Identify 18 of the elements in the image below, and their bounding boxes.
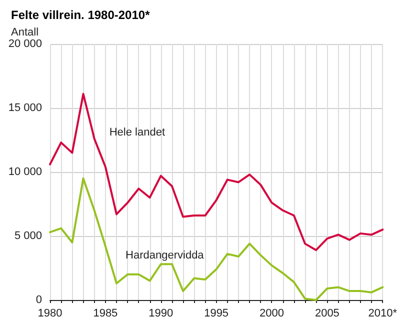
y-tick-label: 10 000: [8, 166, 42, 178]
chart-title: Felte villrein. 1980-2010*: [11, 8, 150, 22]
line-series: [49, 177, 384, 301]
y-tick-label: 20 000: [8, 38, 42, 50]
y-tick-label: 15 000: [8, 102, 42, 114]
y-tick-label: 5 000: [14, 230, 42, 242]
y-tick-label: 0: [36, 294, 42, 306]
series-label: Hele landet: [109, 126, 166, 139]
line-series: [49, 92, 384, 252]
y-axis-title: Antall: [11, 26, 39, 38]
series-label: Hardangervidda: [126, 249, 205, 262]
x-tick-label: 1995: [204, 308, 229, 320]
x-tick-label: 1990: [148, 308, 174, 320]
x-tick-label: 2005: [314, 308, 340, 320]
x-tick-label: 2000: [260, 308, 284, 320]
x-tick-label: 1980: [38, 308, 62, 320]
x-tick-label: 2010*: [368, 308, 398, 320]
x-tick-label: 1985: [93, 308, 118, 320]
